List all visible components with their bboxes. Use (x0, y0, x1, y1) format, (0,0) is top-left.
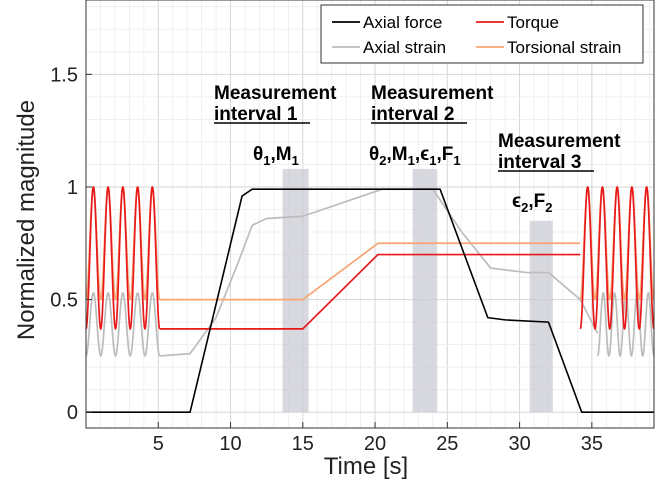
x-tick-label: 30 (508, 433, 530, 455)
y-tick-label: 0 (67, 402, 78, 424)
annotation-3-line1: Measurement (498, 131, 621, 152)
legend-label-torque: Torque (507, 13, 559, 32)
legend-label-axial-force: Axial force (363, 13, 442, 32)
legend: Axial force Torque Axial strain Torsiona… (320, 4, 644, 64)
series-torque-oscillation-1 (85, 186, 161, 330)
x-tick-label: 25 (436, 433, 458, 455)
plot-area-frame (85, 0, 655, 429)
x-tick-label: 35 (581, 433, 603, 455)
series-torque-line (159, 253, 581, 330)
x-axis-ticks: 5 10 15 20 25 30 35 (153, 422, 603, 455)
annotation-1-line2: interval 1 (214, 104, 298, 125)
shaded-interval-1 (282, 168, 309, 413)
series-torque-oscillation-2 (579, 186, 655, 330)
y-tick-label: 1 (67, 177, 78, 199)
y-axis-label: Normalized magnitude (13, 100, 40, 340)
legend-label-axial-strain: Axial strain (363, 38, 446, 57)
annotation-2-line2: interval 2 (371, 104, 454, 125)
x-tick-label: 15 (292, 433, 314, 455)
x-tick-label: 5 (153, 433, 164, 455)
x-tick-label: 10 (219, 433, 241, 455)
series-axial-force-line (86, 188, 654, 414)
x-tick-label: 20 (364, 433, 386, 455)
series-lines (85, 186, 655, 414)
y-tick-label: 1.5 (50, 64, 78, 86)
annotation-1-line1: Measurement (214, 83, 337, 104)
gridlines (86, 0, 654, 428)
measurement-intervals (282, 168, 553, 413)
annotation-1-symbols: θ1,M1 (253, 144, 299, 168)
annotation-2-symbols: θ2,M1,ϵ1,F1 (369, 144, 461, 168)
legend-box (320, 4, 644, 64)
annotation-3-line2: interval 3 (498, 152, 581, 173)
annotation-2-line1: Measurement (371, 83, 494, 104)
annotation-interval-3: Measurement interval 3 ϵ2,F2 (498, 131, 621, 215)
x-axis-label: Time [s] (324, 453, 408, 480)
annotation-interval-2: Measurement interval 2 θ2,M1,ϵ1,F1 (369, 83, 494, 168)
series-axial-strain-oscillation-1 (85, 291, 161, 357)
legend-label-torsional-strain: Torsional strain (507, 38, 621, 57)
annotation-interval-1: Measurement interval 1 θ1,M1 (214, 83, 337, 168)
shaded-interval-2 (412, 168, 438, 413)
shaded-interval-3 (529, 220, 553, 413)
series-torsional-strain-line (159, 242, 581, 301)
y-tick-label: 0.5 (50, 290, 78, 312)
y-axis-ticks: 0 0.5 1 1.5 (50, 64, 92, 424)
